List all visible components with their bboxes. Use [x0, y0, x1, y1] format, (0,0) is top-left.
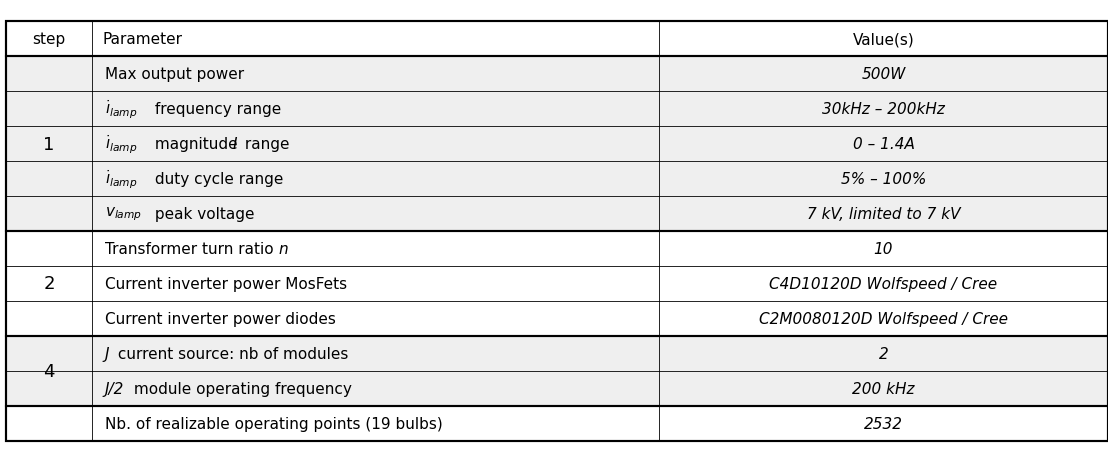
Text: I: I — [233, 137, 237, 152]
Text: $\dot{\imath}_{lamp}$: $\dot{\imath}_{lamp}$ — [105, 168, 138, 190]
Bar — [7, 57, 92, 232]
Bar — [659, 197, 1108, 232]
Text: 0 – 1.4A: 0 – 1.4A — [853, 137, 915, 152]
Bar — [659, 406, 1108, 441]
Bar — [7, 406, 1108, 441]
Bar — [659, 232, 1108, 266]
Text: Value(s): Value(s) — [853, 32, 914, 47]
Text: duty cycle range: duty cycle range — [150, 172, 283, 187]
Text: 4: 4 — [43, 362, 54, 380]
Text: range: range — [241, 137, 289, 152]
Text: 7 kV, limited to 7 kV: 7 kV, limited to 7 kV — [806, 206, 960, 222]
Bar — [659, 266, 1108, 301]
Bar — [659, 371, 1108, 406]
Text: $\dot{\imath}_{lamp}$: $\dot{\imath}_{lamp}$ — [105, 98, 138, 121]
Text: 1: 1 — [43, 135, 54, 153]
Text: 500W: 500W — [862, 67, 906, 82]
Bar — [92, 57, 659, 92]
Text: Current inverter power MosFets: Current inverter power MosFets — [105, 276, 347, 291]
Text: 30kHz – 200kHz: 30kHz – 200kHz — [822, 102, 945, 117]
Text: magnitude: magnitude — [150, 137, 242, 152]
Text: 2532: 2532 — [864, 416, 903, 431]
Bar — [92, 162, 659, 197]
Text: $\dot{\imath}_{lamp}$: $\dot{\imath}_{lamp}$ — [105, 133, 138, 156]
Text: C4D10120D Wolfspeed / Cree: C4D10120D Wolfspeed / Cree — [770, 276, 997, 291]
Bar — [659, 301, 1108, 336]
Bar — [7, 232, 92, 336]
Bar — [659, 336, 1108, 371]
Bar — [92, 197, 659, 232]
Bar — [92, 92, 659, 127]
Bar — [659, 92, 1108, 127]
Bar — [92, 371, 659, 406]
Bar — [7, 232, 1108, 336]
Bar — [92, 127, 659, 162]
Bar — [92, 406, 659, 441]
Bar — [659, 127, 1108, 162]
Bar — [7, 22, 1108, 57]
Bar — [7, 336, 92, 406]
Text: peak voltage: peak voltage — [150, 206, 254, 222]
Text: Parameter: Parameter — [103, 32, 183, 47]
Bar — [7, 336, 1108, 406]
Text: J: J — [105, 346, 110, 361]
Text: step: step — [32, 32, 65, 47]
Bar — [659, 57, 1108, 92]
Text: Nb. of realizable operating points (19 bulbs): Nb. of realizable operating points (19 b… — [105, 416, 442, 431]
Bar — [92, 232, 659, 266]
Text: Current inverter power diodes: Current inverter power diodes — [105, 311, 336, 326]
Bar — [92, 266, 659, 301]
Bar — [7, 406, 92, 441]
Bar — [7, 57, 1108, 232]
Text: $v_{lamp}$: $v_{lamp}$ — [105, 205, 142, 223]
Text: frequency range: frequency range — [150, 102, 281, 117]
Text: C2M0080120D Wolfspeed / Cree: C2M0080120D Wolfspeed / Cree — [759, 311, 1008, 326]
Bar — [92, 301, 659, 336]
Bar — [659, 162, 1108, 197]
Text: module operating frequency: module operating frequency — [129, 381, 352, 396]
Text: current source: nb of modules: current source: nb of modules — [113, 346, 348, 361]
Text: Transformer turn ratio: Transformer turn ratio — [105, 241, 278, 257]
Text: 2: 2 — [43, 275, 54, 293]
Bar — [7, 22, 1108, 57]
Text: 5% – 100%: 5% – 100% — [841, 172, 926, 187]
Text: Max output power: Max output power — [105, 67, 244, 82]
Text: 10: 10 — [874, 241, 893, 257]
Bar — [92, 336, 659, 371]
Text: 200 kHz: 200 kHz — [852, 381, 915, 396]
Text: 2: 2 — [878, 346, 888, 361]
Text: n: n — [278, 241, 287, 257]
Text: J/2: J/2 — [105, 381, 124, 396]
